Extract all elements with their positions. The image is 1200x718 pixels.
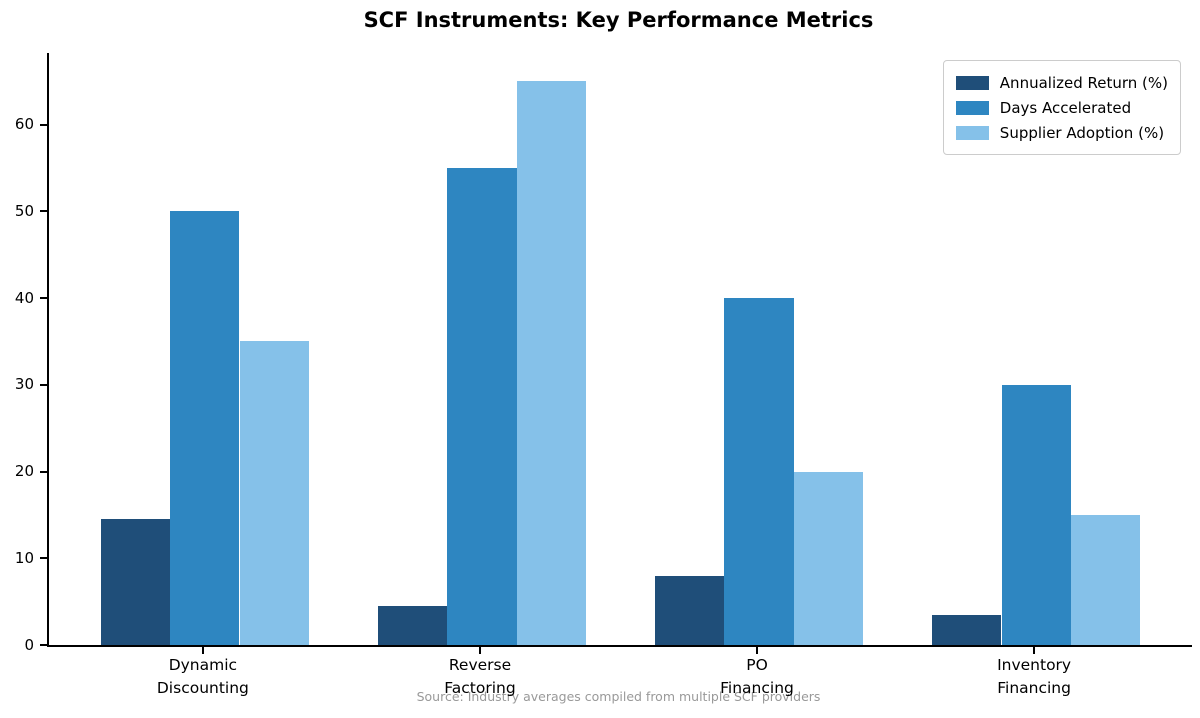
y-tick-mark — [40, 557, 47, 560]
bar-series2-cat1 — [516, 81, 586, 645]
y-tick-mark — [40, 644, 47, 646]
y-tick-label: 40 — [14, 288, 34, 307]
x-tick-mark — [201, 647, 204, 654]
y-tick-label: 0 — [24, 635, 34, 654]
legend: Annualized Return (%) Days Accelerated Sup… — [942, 60, 1181, 155]
legend-swatch-icon — [955, 125, 989, 140]
y-tick-label: 50 — [14, 201, 34, 220]
legend-item: Annualized Return (%) — [955, 70, 1168, 95]
y-tick-mark — [40, 383, 47, 386]
y-tick-mark — [40, 297, 47, 299]
x-tick-mark — [756, 647, 758, 654]
bar-series1-cat3 — [1001, 384, 1071, 645]
bar-series0-cat2 — [655, 575, 725, 645]
y-tick-label: 10 — [14, 548, 34, 567]
x-category-label: Reverse Factoring — [444, 656, 516, 697]
source-note: Source: Industry averages compiled from … — [416, 689, 821, 704]
chart-title: SCF Instruments: Key Performance Metrics — [363, 8, 874, 32]
legend-item: Days Accelerated — [955, 95, 1168, 120]
legend-label: Supplier Adoption (%) — [999, 123, 1165, 142]
bar-series2-cat3 — [1070, 514, 1141, 645]
y-tick-mark — [40, 210, 47, 213]
plot-area — [47, 53, 1192, 647]
bar-series0-cat3 — [932, 614, 1002, 645]
legend-swatch-icon — [955, 75, 989, 90]
y-tick-label: 30 — [14, 375, 34, 394]
legend-label: Days Accelerated — [999, 98, 1132, 117]
y-tick-mark — [40, 123, 47, 126]
x-tick-mark — [1033, 647, 1036, 654]
bar-series0-cat1 — [378, 606, 448, 645]
bar-series0-cat0 — [101, 519, 171, 645]
x-category-label: Inventory Financing — [997, 656, 1072, 697]
x-category-label: Dynamic Discounting — [156, 656, 249, 697]
y-tick-label: 20 — [14, 462, 34, 480]
legend-label: Annualized Return (%) — [999, 73, 1168, 92]
bar-series2-cat0 — [239, 341, 309, 645]
x-category-label: PO Financing — [720, 656, 794, 697]
legend-swatch-icon — [955, 100, 989, 115]
legend-item: Supplier Adoption (%) — [955, 120, 1168, 145]
bar-series1-cat1 — [447, 167, 517, 645]
bar-series1-cat2 — [724, 298, 794, 645]
bar-series2-cat2 — [793, 471, 863, 645]
y-tick-label: 60 — [14, 115, 34, 134]
y-tick-mark — [40, 470, 47, 473]
x-tick-mark — [479, 647, 481, 654]
bar-series1-cat0 — [170, 211, 240, 645]
